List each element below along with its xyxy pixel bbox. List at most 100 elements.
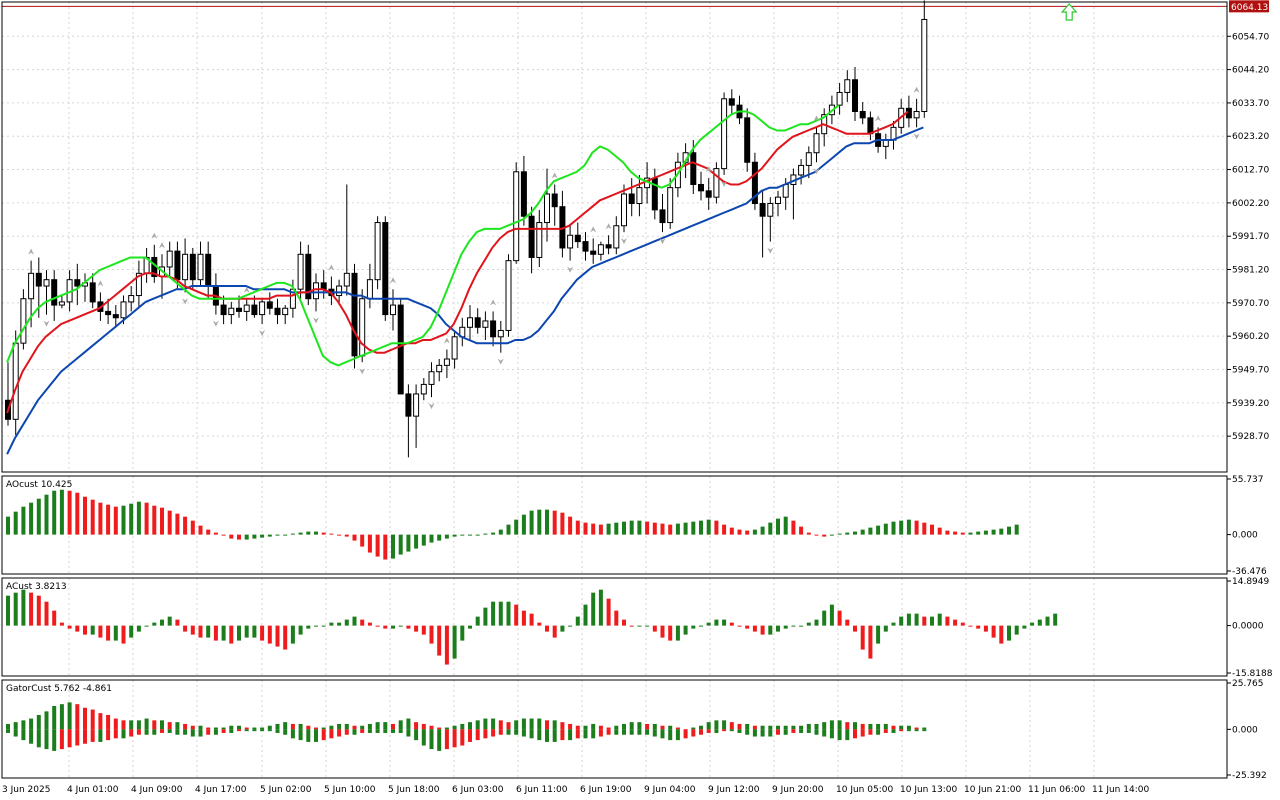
candle-bear[interactable] bbox=[397, 304, 404, 395]
candle-bull[interactable] bbox=[767, 203, 774, 217]
candle-bull[interactable] bbox=[805, 152, 812, 166]
candle-bull[interactable] bbox=[120, 301, 127, 319]
candle-bull[interactable] bbox=[613, 225, 620, 249]
main-price-pane[interactable] bbox=[2, 0, 1227, 458]
candle-bear[interactable] bbox=[659, 209, 666, 224]
candle-bull[interactable] bbox=[536, 222, 543, 258]
candle-bull[interactable] bbox=[197, 253, 204, 281]
candle-bull[interactable] bbox=[128, 295, 135, 303]
ao-indicator-pane[interactable] bbox=[6, 489, 1019, 560]
candle-bull[interactable] bbox=[513, 171, 520, 262]
candle-bull[interactable] bbox=[20, 298, 27, 344]
candle-bull[interactable] bbox=[775, 196, 781, 205]
candle-bear[interactable] bbox=[852, 79, 858, 112]
candle-bull[interactable] bbox=[621, 193, 627, 227]
candle-bull[interactable] bbox=[428, 371, 435, 385]
candle-bear[interactable] bbox=[705, 190, 712, 198]
candle-bear[interactable] bbox=[605, 244, 612, 249]
candle-bull[interactable] bbox=[467, 317, 473, 328]
candle-bull[interactable] bbox=[390, 304, 396, 316]
candle-bear[interactable] bbox=[274, 307, 281, 316]
candle-bear[interactable] bbox=[35, 272, 42, 287]
candle-bear[interactable] bbox=[251, 304, 258, 316]
candle-bull[interactable] bbox=[882, 139, 889, 147]
candle-bull[interactable] bbox=[228, 307, 235, 316]
candle-bull[interactable] bbox=[482, 320, 489, 328]
candle-bull[interactable] bbox=[43, 279, 50, 287]
candle-bull[interactable] bbox=[451, 336, 458, 360]
candle-bull[interactable] bbox=[420, 383, 427, 395]
candle-bull[interactable] bbox=[544, 193, 550, 224]
candle-bear[interactable] bbox=[266, 301, 273, 309]
candle-bear[interactable] bbox=[474, 317, 481, 328]
candle-bull[interactable] bbox=[374, 222, 381, 281]
candle-bear[interactable] bbox=[51, 279, 58, 306]
candle-bear[interactable] bbox=[74, 279, 81, 287]
candle-bear[interactable] bbox=[574, 234, 581, 243]
candle-bull[interactable] bbox=[782, 183, 789, 198]
candle-bear[interactable] bbox=[351, 272, 358, 357]
candle-bull[interactable] bbox=[313, 282, 319, 300]
candle-bear[interactable] bbox=[220, 304, 227, 316]
candle-bear[interactable] bbox=[759, 203, 766, 217]
candle-bull[interactable] bbox=[166, 250, 173, 268]
candle-bull[interactable] bbox=[243, 304, 250, 312]
candle-bull[interactable] bbox=[182, 253, 189, 281]
candle-bull[interactable] bbox=[359, 298, 366, 357]
candle-bull[interactable] bbox=[443, 358, 450, 366]
candle-bear[interactable] bbox=[405, 393, 412, 417]
candle-bull[interactable] bbox=[135, 272, 142, 297]
candle-bull[interactable] bbox=[721, 98, 728, 170]
candle-bear[interactable] bbox=[651, 177, 658, 211]
candle-bull[interactable] bbox=[597, 244, 604, 255]
candle-bull[interactable] bbox=[667, 187, 674, 224]
candle-bull[interactable] bbox=[336, 285, 343, 297]
candle-bear[interactable] bbox=[859, 110, 866, 119]
candle-bull[interactable] bbox=[343, 272, 350, 287]
candle-bear[interactable] bbox=[89, 282, 96, 303]
candle-bull[interactable] bbox=[413, 393, 420, 417]
candle-bear[interactable] bbox=[520, 171, 527, 217]
candle-bull[interactable] bbox=[713, 168, 720, 198]
candle-bear[interactable] bbox=[112, 314, 119, 319]
candle-bull[interactable] bbox=[798, 164, 805, 176]
candle-bull[interactable] bbox=[567, 234, 574, 249]
candle-bull[interactable] bbox=[921, 18, 928, 112]
candle-bull[interactable] bbox=[58, 301, 65, 306]
candle-bull[interactable] bbox=[366, 279, 373, 300]
candle-bear[interactable] bbox=[189, 253, 196, 281]
candle-bear[interactable] bbox=[690, 152, 697, 185]
candle-bear[interactable] bbox=[105, 310, 112, 316]
candle-bear[interactable] bbox=[728, 98, 735, 106]
candle-bear[interactable] bbox=[174, 250, 181, 281]
gator-indicator-pane[interactable] bbox=[6, 702, 927, 751]
candle-bull[interactable] bbox=[259, 301, 266, 316]
candle-bear[interactable] bbox=[628, 193, 635, 205]
candle-bear[interactable] bbox=[528, 215, 535, 258]
candle-bull[interactable] bbox=[282, 307, 289, 316]
candle-bull[interactable] bbox=[913, 110, 920, 119]
candle-bear[interactable] bbox=[582, 241, 589, 252]
candle-bear[interactable] bbox=[236, 307, 242, 312]
candle-bear[interactable] bbox=[590, 250, 597, 255]
candle-bull[interactable] bbox=[436, 364, 443, 373]
candle-bull[interactable] bbox=[297, 253, 304, 290]
candle-bear[interactable] bbox=[698, 183, 704, 192]
candle-bull[interactable] bbox=[505, 260, 512, 331]
candle-bear[interactable] bbox=[867, 117, 874, 135]
candle-bull[interactable] bbox=[813, 133, 820, 154]
candle-bear[interactable] bbox=[551, 193, 558, 208]
candle-bear[interactable] bbox=[490, 320, 497, 338]
candle-bull[interactable] bbox=[497, 329, 504, 338]
candle-bull[interactable] bbox=[636, 187, 643, 205]
candle-bear[interactable] bbox=[751, 161, 758, 205]
candle-bull[interactable] bbox=[836, 91, 843, 106]
candle-bear[interactable] bbox=[305, 253, 312, 300]
candle-bear[interactable] bbox=[382, 222, 389, 316]
candle-bull[interactable] bbox=[12, 342, 19, 420]
ac-indicator-pane[interactable] bbox=[6, 589, 1058, 665]
candle-bull[interactable] bbox=[844, 79, 851, 93]
candle-bull[interactable] bbox=[28, 272, 35, 300]
candle-bear[interactable] bbox=[744, 117, 751, 163]
